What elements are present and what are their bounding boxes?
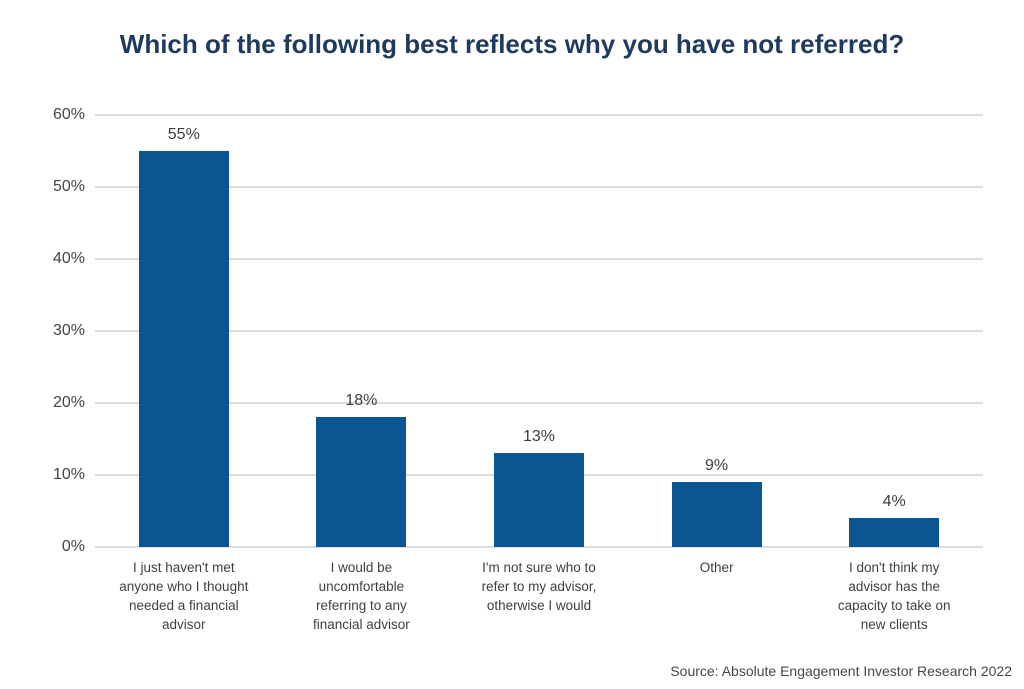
y-axis-tick-60: 60%	[52, 106, 85, 123]
gridline-50	[95, 186, 983, 188]
y-axis-tick-0: 0%	[61, 538, 85, 555]
y-axis-tick-20: 20%	[52, 394, 85, 411]
bar-4	[849, 518, 940, 547]
category-label-4: I don't think my advisor has the capacit…	[837, 560, 951, 632]
gridline-40	[95, 258, 983, 260]
bar-0	[138, 151, 229, 547]
gridline-30	[95, 330, 983, 332]
bar-value-label-0: 55%	[167, 126, 200, 143]
source-note: Source: Absolute Engagement Investor Res…	[670, 663, 1012, 679]
bar-2	[494, 453, 584, 547]
gridline-60	[95, 114, 983, 116]
category-label-2: I'm not sure who to refer to my advisor,…	[481, 560, 597, 613]
gridline-0	[95, 546, 983, 548]
bar-value-label-3: 9%	[705, 457, 729, 475]
y-axis-tick-10: 10%	[52, 466, 85, 483]
y-axis-tick-50: 50%	[52, 178, 85, 195]
bar-3	[671, 482, 762, 547]
y-axis-tick-30: 30%	[52, 322, 85, 339]
bar-1	[316, 417, 407, 547]
category-label-1: I would be uncomfortable referring to an…	[312, 560, 410, 632]
category-label-0: I just haven't met anyone who I thought …	[119, 560, 249, 632]
bar-value-label-2: 13%	[522, 428, 556, 446]
y-axis-tick-40: 40%	[52, 250, 85, 267]
category-label-3: Other	[699, 560, 734, 575]
plot-area: 0% 10% 20% 30% 40% 50% 60% 55% I just haven't me…	[53, 106, 983, 632]
bar-value-label-4: 4%	[882, 493, 906, 511]
chart-title: Which of the following best reflects why…	[119, 29, 905, 59]
gridline-20	[95, 402, 983, 404]
bar-value-label-1: 18%	[345, 392, 378, 410]
